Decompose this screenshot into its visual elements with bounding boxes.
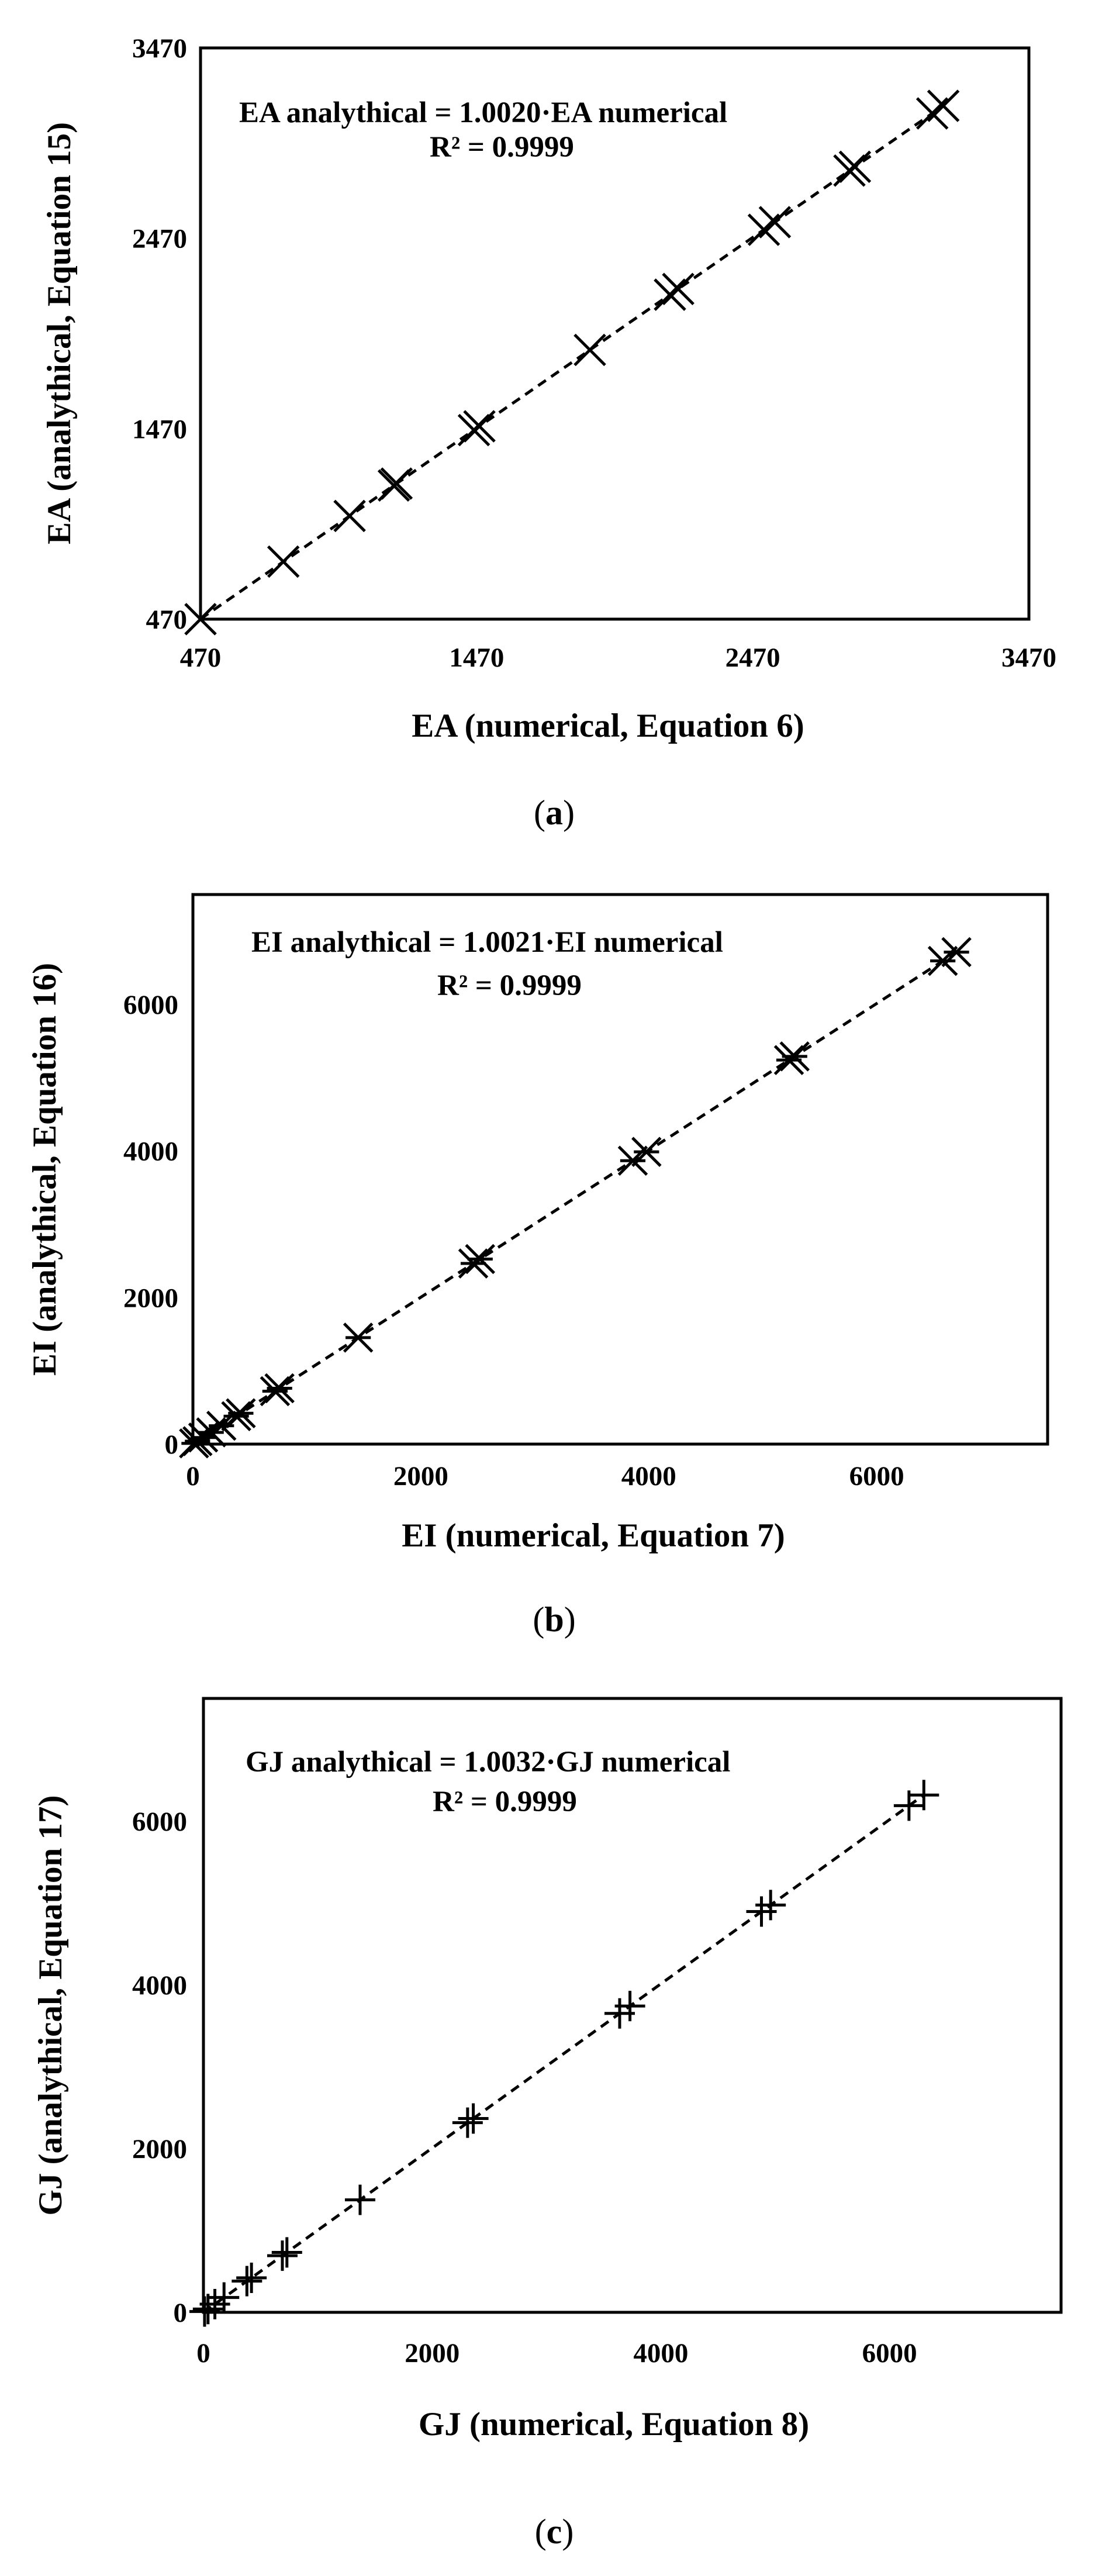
data-point (344, 2184, 375, 2215)
data-point (758, 206, 792, 239)
r-squared: R² = 0.9999 (430, 131, 574, 164)
x-axis-label: GJ (numerical, Equation 8) (419, 2406, 809, 2443)
y-tick-label: 470 (146, 605, 188, 635)
x-tick-labels: 470 1470 2470 3470 (180, 643, 1056, 673)
data-point (573, 333, 606, 367)
y-tick-label: 6000 (123, 990, 178, 1020)
data-point (746, 1896, 777, 1927)
data-point (271, 2237, 302, 2268)
data-point (779, 1041, 810, 1072)
y-tick-labels: 0 2000 4000 6000 (132, 1807, 187, 2328)
data-point (614, 1991, 645, 2022)
trendline (202, 1794, 925, 2314)
x-tick-label: 470 (180, 643, 222, 673)
data-point (838, 150, 872, 183)
x-tick-label: 4000 (621, 1461, 676, 1491)
regression-equation: GJ analythical = 1.0032·GJ numerical (246, 1746, 730, 1779)
y-tick-label: 2000 (132, 2134, 187, 2164)
data-points (184, 89, 960, 636)
y-tick-label: 0 (174, 2298, 188, 2328)
r-squared: R² = 0.9999 (437, 969, 582, 1002)
trendline-path (192, 951, 958, 1446)
data-point (226, 1398, 256, 1429)
x-axis-label: EI (numerical, Equation 7) (402, 1517, 785, 1554)
data-point (452, 2107, 483, 2138)
y-tick-label: 1470 (132, 414, 187, 444)
y-tick-label: 3470 (132, 33, 187, 64)
data-point (915, 97, 949, 130)
data-point (941, 937, 972, 968)
x-axis-label: EA (numerical, Equation 6) (412, 707, 804, 744)
plot-frame (191, 893, 1049, 1446)
trendline (192, 951, 958, 1446)
data-point (267, 545, 300, 578)
y-tick-labels: 470 1470 2470 3470 (132, 33, 187, 635)
x-tick-labels: 0 2000 4000 6000 (196, 2338, 917, 2368)
data-points (189, 1780, 939, 2327)
data-point (343, 1322, 374, 1353)
data-point (380, 467, 413, 500)
trendline (199, 104, 944, 620)
y-tick-label: 4000 (132, 1970, 187, 2001)
trendline-path (199, 104, 944, 620)
data-point (458, 1248, 489, 1279)
x-tick-label: 2470 (725, 643, 780, 673)
panel-caption: (a) (534, 793, 575, 832)
data-point (458, 2103, 489, 2134)
data-point (755, 1890, 786, 1921)
x-tick-label: 0 (196, 2338, 210, 2368)
caption-letter: c (547, 2512, 562, 2551)
caption-letter: b (544, 1600, 564, 1639)
regression-equation: EA analythical = 1.0020·EA numerical (239, 96, 727, 129)
data-point (209, 2282, 240, 2313)
data-point (631, 1137, 662, 1167)
data-point (333, 499, 366, 533)
x-tick-label: 1470 (449, 643, 504, 673)
y-axis-label: EI (analythical, Equation 16) (26, 963, 63, 1376)
x-tick-label: 6000 (862, 2338, 917, 2368)
r-squared: R² = 0.9999 (433, 1786, 577, 1818)
data-point (662, 272, 695, 306)
data-point (465, 1244, 495, 1275)
x-tick-label: 2000 (405, 2338, 460, 2368)
data-point (267, 2240, 298, 2271)
data-point (184, 603, 217, 636)
y-tick-label: 0 (165, 1429, 179, 1460)
x-tick-label: 6000 (849, 1461, 904, 1491)
data-point (654, 278, 686, 311)
y-axis-label: EA (analythical, Equation 15) (41, 122, 78, 544)
y-tick-label: 2470 (132, 224, 187, 254)
y-tick-label: 6000 (132, 1807, 187, 1837)
panel-c: 0 2000 4000 6000 0 2000 4000 6000 GJ analythic… (32, 1697, 1063, 2551)
data-point (747, 213, 780, 246)
caption-letter: a (545, 793, 563, 832)
plot-frame (199, 46, 1031, 621)
y-tick-labels: 0 2000 4000 6000 (123, 990, 178, 1460)
data-point (927, 89, 960, 122)
panel-caption: (b) (533, 1600, 575, 1639)
data-points (179, 937, 972, 1459)
panel-a: 470 1470 2470 3470 470 1470 2470 3470 EA analy… (41, 33, 1056, 832)
trendline-path (202, 1794, 925, 2314)
plot-frame (202, 1697, 1063, 2314)
data-point (908, 1780, 939, 1811)
data-point (196, 1417, 226, 1448)
panel-caption: (c) (535, 2512, 574, 2551)
data-point (192, 2294, 223, 2325)
y-axis-label: GJ (analythical, Equation 17) (32, 1795, 69, 2216)
data-point (236, 2263, 267, 2294)
data-point (463, 410, 496, 443)
x-tick-labels: 0 2000 4000 6000 (186, 1461, 904, 1491)
y-tick-label: 2000 (123, 1283, 178, 1313)
x-tick-label: 4000 (633, 2338, 688, 2368)
y-tick-label: 4000 (123, 1137, 178, 1167)
data-point (232, 2266, 262, 2297)
regression-equation: EI analythical = 1.0021·EI numerical (251, 926, 723, 959)
data-point (264, 1373, 295, 1404)
panel-b: 0 2000 4000 6000 0 2000 4000 6000 EI analythic… (26, 893, 1049, 1639)
x-tick-label: 2000 (393, 1461, 448, 1491)
x-tick-label: 0 (186, 1461, 200, 1491)
x-tick-label: 3470 (1001, 643, 1056, 673)
